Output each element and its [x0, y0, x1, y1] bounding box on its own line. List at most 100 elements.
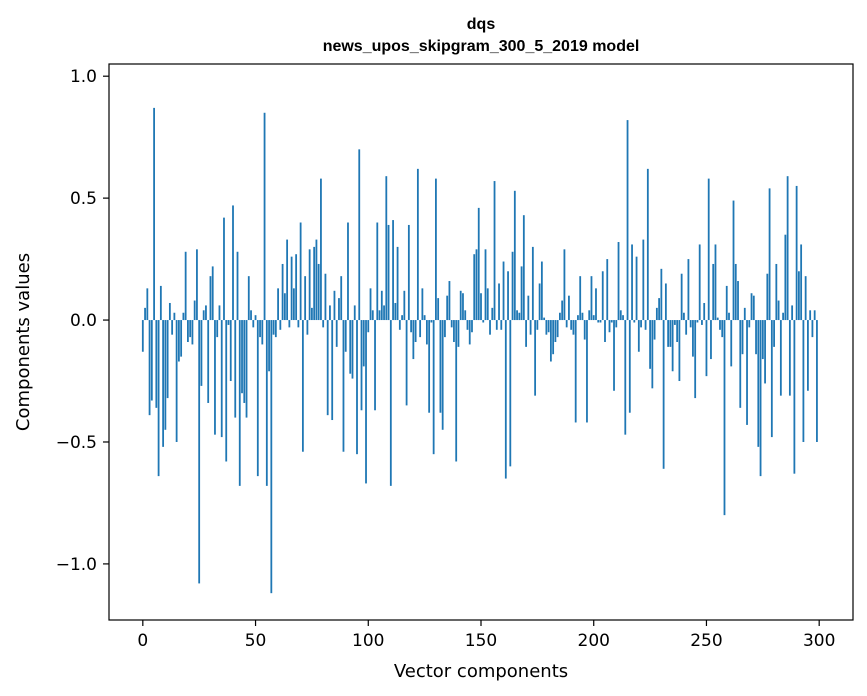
bar-249 [703, 302, 706, 321]
bar-81 [324, 273, 327, 321]
bar-65 [288, 320, 291, 328]
bar-241 [685, 320, 688, 335]
bar-28 [205, 305, 207, 321]
bar-85 [333, 290, 336, 321]
bar-181 [549, 320, 552, 362]
bar-204 [601, 271, 604, 321]
bar-228 [655, 307, 658, 321]
bar-163 [509, 320, 512, 467]
bar-219 [635, 256, 638, 321]
bar-284 [782, 312, 785, 321]
bar-130 [435, 178, 437, 321]
bar-42 [236, 251, 239, 321]
bar-153 [486, 288, 489, 321]
bar-145 [468, 320, 471, 345]
bar-120 [412, 320, 415, 360]
bar-128 [430, 320, 433, 323]
bar-174 [534, 320, 537, 396]
bar-277 [766, 273, 769, 321]
bar-271 [752, 295, 755, 321]
bar-72 [304, 276, 307, 321]
bar-223 [644, 320, 647, 330]
bar-203 [599, 320, 602, 323]
bar-123 [419, 320, 422, 338]
bar-268 [746, 320, 748, 425]
bar-125 [423, 315, 426, 321]
x-tick-label: 0 [137, 631, 148, 651]
bar-159 [500, 320, 503, 330]
bar-133 [441, 320, 444, 430]
bar-206 [606, 259, 609, 321]
bar-94 [353, 305, 356, 321]
bar-194 [579, 276, 582, 321]
bar-285 [784, 234, 787, 321]
bar-55 [265, 320, 268, 486]
bar-262 [732, 200, 735, 321]
bar-222 [642, 239, 645, 321]
bar-217 [631, 244, 633, 321]
bar-136 [448, 281, 451, 321]
bar-224 [646, 168, 649, 321]
bar-288 [791, 305, 794, 321]
bar-80 [322, 320, 325, 328]
bar-93 [351, 320, 354, 379]
bar-158 [498, 283, 500, 321]
bar-287 [788, 320, 791, 396]
bar-18 [182, 312, 185, 321]
bar-171 [527, 295, 530, 321]
bar-214 [624, 320, 627, 435]
y-tick-label: 0.0 [70, 311, 97, 331]
bar-0 [141, 320, 144, 352]
bar-191 [572, 320, 575, 335]
bar-240 [683, 312, 685, 321]
bar-46 [245, 320, 248, 418]
bar-56 [268, 320, 270, 372]
bar-202 [597, 320, 600, 323]
bar-30 [209, 276, 212, 321]
y-tick-label: −1.0 [56, 555, 97, 575]
bar-297 [811, 320, 814, 338]
bar-270 [750, 293, 753, 321]
bar-140 [457, 320, 460, 347]
bar-258 [723, 320, 726, 516]
bar-14 [173, 312, 176, 321]
bar-78 [317, 263, 320, 321]
bar-235 [671, 320, 674, 372]
bar-265 [739, 320, 742, 408]
bar-291 [797, 271, 800, 321]
bar-215 [626, 120, 629, 321]
x-axis-ticks: 0 50 100 150 200 250 300 [137, 620, 835, 651]
bar-126 [425, 320, 428, 345]
bar-155 [491, 307, 494, 321]
bar-26 [200, 320, 203, 386]
bar-162 [507, 271, 509, 321]
bar-142 [462, 293, 464, 321]
bar-186 [561, 300, 564, 321]
bar-146 [471, 320, 473, 333]
bar-257 [721, 320, 724, 338]
bar-198 [588, 310, 591, 321]
bar-60 [277, 288, 279, 321]
bar-104 [376, 222, 379, 321]
bar-274 [759, 320, 762, 477]
bar-74 [308, 249, 311, 321]
bar-264 [737, 281, 739, 321]
bar-68 [295, 254, 298, 321]
bar-16 [177, 320, 180, 362]
bar-89 [342, 320, 345, 452]
bar-97 [360, 320, 363, 411]
bar-253 [712, 263, 715, 321]
bar-212 [619, 310, 622, 321]
bar-76 [313, 246, 316, 321]
bar-279 [770, 320, 773, 438]
bar-221 [640, 320, 642, 328]
bar-127 [428, 320, 431, 413]
bar-195 [581, 312, 584, 321]
bar-91 [347, 222, 349, 321]
bar-88 [340, 276, 343, 321]
bar-225 [649, 320, 651, 369]
bar-263 [734, 263, 737, 321]
bar-19 [184, 251, 187, 321]
bar-267 [743, 307, 746, 321]
x-tick-label: 100 [352, 631, 384, 651]
